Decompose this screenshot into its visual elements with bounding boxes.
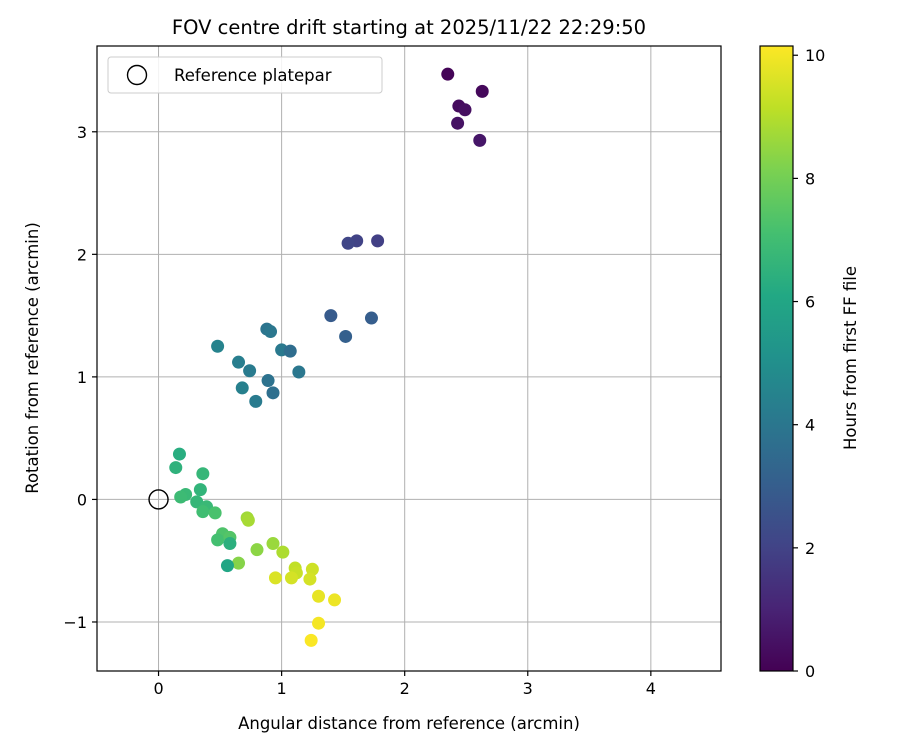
data-point xyxy=(196,467,210,481)
colorbar-tick-label: 2 xyxy=(805,539,815,558)
x-tick-label: 2 xyxy=(400,679,410,698)
data-point xyxy=(232,556,246,570)
y-tick-label: −1 xyxy=(63,613,87,632)
data-point xyxy=(268,571,282,585)
data-point xyxy=(211,533,225,547)
data-point xyxy=(284,571,298,585)
grid xyxy=(97,46,721,671)
y-tick-label: 0 xyxy=(77,490,87,509)
colorbar-ticks: 0 2 4 6 8 10 xyxy=(793,46,825,681)
plot-frame xyxy=(96,45,722,672)
y-tick-label: 1 xyxy=(77,368,87,387)
data-point xyxy=(339,329,353,343)
data-point xyxy=(249,394,263,408)
x-tick-label: 0 xyxy=(153,679,163,698)
data-point xyxy=(441,67,455,81)
data-point xyxy=(241,513,255,527)
data-point xyxy=(305,562,319,576)
data-point xyxy=(364,311,378,325)
data-point xyxy=(196,505,210,519)
data-point xyxy=(266,386,280,400)
y-tick-label: 2 xyxy=(77,245,87,264)
data-point xyxy=(473,133,487,147)
data-point xyxy=(243,364,257,378)
data-point xyxy=(324,309,338,323)
colorbar-tick-label: 10 xyxy=(805,46,825,65)
data-point xyxy=(190,495,204,509)
colorbar: 0 2 4 6 8 10 Hours from first FF file xyxy=(759,45,860,681)
data-point xyxy=(235,381,249,395)
data-point xyxy=(193,483,207,497)
data-point xyxy=(328,593,342,607)
x-axis-label: Angular distance from reference (arcmin) xyxy=(238,714,580,733)
y-tick-label: 3 xyxy=(77,123,87,142)
data-point xyxy=(250,543,264,557)
colorbar-gradient xyxy=(760,46,793,671)
x-tick-label: 3 xyxy=(523,679,533,698)
data-point xyxy=(169,461,183,475)
data-point xyxy=(266,537,280,551)
colorbar-tick-label: 8 xyxy=(805,169,815,188)
legend-box xyxy=(107,56,383,94)
colorbar-label: Hours from first FF file xyxy=(841,266,860,450)
data-point xyxy=(220,559,234,573)
data-point xyxy=(475,84,489,98)
data-point xyxy=(312,589,326,603)
data-point xyxy=(283,344,297,358)
data-point xyxy=(292,365,306,379)
data-point xyxy=(172,447,186,461)
data-point xyxy=(208,506,222,520)
x-tick-label: 4 xyxy=(646,679,656,698)
y-axis-label: Rotation from reference (arcmin) xyxy=(23,222,42,494)
y-axis-ticks: −1 0 1 2 3 xyxy=(63,123,97,632)
x-tick-label: 1 xyxy=(277,679,287,698)
data-point xyxy=(276,545,290,559)
data-point xyxy=(232,355,246,369)
legend-marker-reference xyxy=(126,64,148,86)
data-point xyxy=(304,633,318,647)
data-point xyxy=(264,325,278,339)
data-point xyxy=(312,616,326,630)
data-point xyxy=(371,234,385,248)
x-axis-ticks: 0 1 2 3 4 xyxy=(153,671,656,698)
chart-title: FOV centre drift starting at 2025/11/22 … xyxy=(172,16,646,39)
reference-platepar-marker xyxy=(148,489,169,510)
data-point xyxy=(303,572,317,586)
data-point xyxy=(341,236,355,250)
data-point xyxy=(451,116,465,130)
colorbar-tick-label: 4 xyxy=(805,416,815,435)
data-point xyxy=(211,339,225,353)
data-point xyxy=(223,537,237,551)
data-points xyxy=(148,67,489,647)
legend-label-reference: Reference platepar xyxy=(174,66,332,85)
data-point xyxy=(174,490,188,504)
colorbar-frame xyxy=(759,45,794,672)
colorbar-tick-label: 0 xyxy=(805,662,815,681)
legend: Reference platepar xyxy=(107,56,383,94)
data-point xyxy=(458,103,472,117)
colorbar-tick-label: 6 xyxy=(805,293,815,312)
data-point xyxy=(261,374,275,388)
